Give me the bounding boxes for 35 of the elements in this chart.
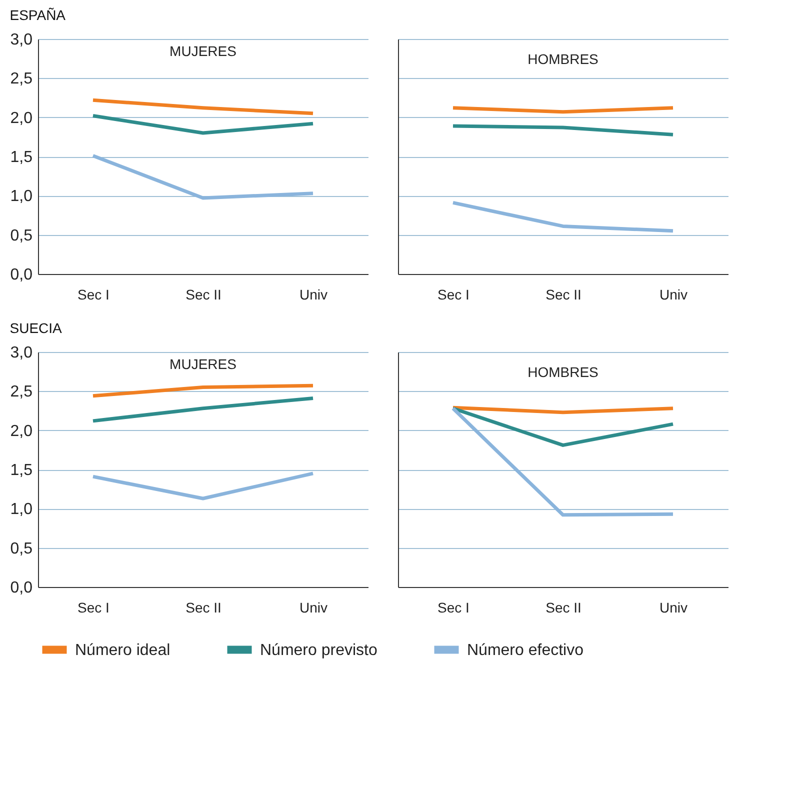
text: SUECIA (10, 320, 63, 336)
y-tick-label: 0,5 (10, 540, 33, 558)
legend-label: Número efectivo (467, 642, 584, 659)
y-tick-label: 0,0 (10, 580, 33, 596)
y-tick-label: 2,0 (10, 422, 33, 440)
chart-title: MUJERES (170, 43, 236, 59)
x-tick-label: Univ (299, 600, 328, 616)
y-tick-label: 1,5 (10, 462, 33, 479)
y-tick-label: 3,0 (10, 32, 33, 48)
y-tick-label: 2,5 (10, 70, 33, 88)
y-tick-label: 1,0 (10, 188, 33, 206)
y-tick-label: 2,0 (10, 110, 33, 127)
text: HOMBRES (528, 364, 598, 380)
y-tick-label: 2,5 (10, 384, 33, 401)
text: HOMBRES (528, 51, 598, 67)
x-tick-label: Univ (659, 600, 688, 616)
y-tick-label: 3,0 (10, 344, 33, 362)
x-tick-label: Sec I (438, 286, 470, 302)
y-tick-label: 1,0 (10, 501, 33, 518)
legend-label: Número previsto (260, 642, 378, 659)
x-tick-label: Sec II (546, 600, 582, 616)
x-tick-label: Sec II (186, 286, 222, 302)
y-tick-label: 1,5 (10, 149, 33, 166)
x-tick-label: Univ (299, 286, 328, 302)
y-tick-label: 0,5 (10, 227, 33, 244)
x-tick-label: Sec II (546, 286, 582, 302)
text: ESPAÑA (10, 7, 66, 23)
y-tick-label: 0,0 (10, 266, 33, 284)
x-tick-label: Univ (659, 286, 688, 302)
x-tick-label: Sec II (186, 600, 222, 616)
x-tick-label: Sec I (78, 286, 110, 302)
chart-title: MUJERES (170, 356, 236, 372)
x-tick-label: Sec I (78, 600, 110, 616)
x-tick-label: Sec I (438, 600, 470, 616)
legend-label: Número ideal (75, 642, 170, 659)
